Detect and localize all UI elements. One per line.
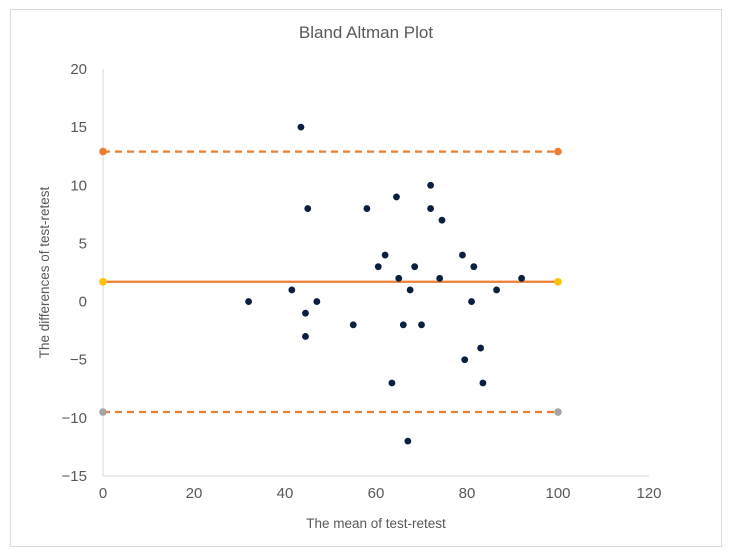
data-point bbox=[479, 379, 487, 387]
y-tick-label: 20 bbox=[70, 61, 87, 78]
data-point bbox=[393, 193, 400, 201]
x-tick-label: 60 bbox=[368, 485, 385, 502]
data-point bbox=[388, 379, 396, 387]
data-point bbox=[438, 216, 446, 224]
data-point bbox=[459, 251, 466, 259]
x-tick-label: 80 bbox=[459, 485, 476, 502]
data-point bbox=[302, 333, 309, 340]
x-tick-label: 100 bbox=[545, 485, 570, 502]
data-point bbox=[245, 298, 253, 305]
x-tick-label: 40 bbox=[277, 485, 294, 502]
data-point bbox=[374, 263, 382, 271]
y-tick-label: −5 bbox=[70, 352, 87, 369]
data-point bbox=[418, 321, 425, 329]
y-axis-title: The differences of test-retest bbox=[37, 186, 52, 358]
reference-line-marker bbox=[554, 147, 562, 156]
reference-line-marker bbox=[99, 147, 107, 156]
reference-line-marker bbox=[99, 278, 107, 286]
x-tick-label: 0 bbox=[99, 485, 107, 502]
data-point bbox=[313, 298, 321, 305]
x-axis-title: The mean of test-retest bbox=[306, 516, 446, 531]
data-point bbox=[349, 321, 357, 329]
data-point bbox=[399, 321, 407, 329]
y-tick-label: 15 bbox=[70, 119, 87, 136]
reference-line-marker bbox=[99, 408, 107, 416]
data-point bbox=[427, 205, 434, 212]
bland-altman-chart: Bland Altman Plot 0 20 40 60 80 100 120 20 15 10 5… bbox=[37, 23, 662, 531]
data-point bbox=[297, 123, 305, 131]
data-point bbox=[406, 286, 414, 294]
data-point bbox=[404, 437, 412, 445]
y-tick-label: −15 bbox=[62, 468, 87, 485]
data-point bbox=[395, 274, 403, 282]
data-point bbox=[470, 263, 478, 271]
data-point bbox=[477, 344, 485, 352]
data-point bbox=[411, 263, 419, 271]
y-tick-label: 10 bbox=[70, 177, 87, 194]
y-tick-label: 0 bbox=[79, 294, 87, 311]
reference-line-marker bbox=[554, 278, 562, 286]
data-point bbox=[427, 181, 434, 189]
data-point bbox=[381, 251, 389, 259]
data-point bbox=[468, 298, 475, 305]
data-point bbox=[461, 356, 469, 364]
data-point bbox=[493, 286, 500, 294]
y-tick-label: 5 bbox=[79, 235, 87, 252]
data-point bbox=[363, 205, 371, 212]
x-tick-label: 20 bbox=[186, 485, 203, 502]
chart-title: Bland Altman Plot bbox=[299, 23, 433, 42]
reference-lines bbox=[99, 147, 562, 416]
x-tick-label: 120 bbox=[636, 485, 661, 502]
data-point bbox=[288, 286, 296, 294]
reference-line-marker bbox=[554, 408, 562, 416]
data-point bbox=[518, 274, 525, 282]
axes: 0 20 40 60 80 100 120 20 15 10 5 0 −5 −10 −15 bbox=[62, 61, 662, 502]
data-point bbox=[302, 309, 309, 317]
data-points bbox=[245, 123, 525, 445]
data-point bbox=[436, 274, 444, 282]
data-point bbox=[304, 205, 312, 212]
y-tick-label: −10 bbox=[62, 410, 87, 427]
chart-area: Bland Altman Plot 0 20 40 60 80 100 120 20 15 10 5… bbox=[10, 9, 722, 547]
